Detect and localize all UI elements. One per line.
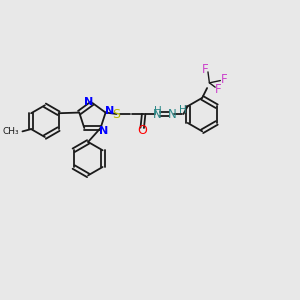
Text: N: N (105, 106, 114, 116)
Text: N: N (84, 97, 93, 106)
Text: F: F (202, 63, 209, 76)
Text: H: H (179, 105, 187, 115)
Text: CH₃: CH₃ (2, 127, 19, 136)
Text: O: O (137, 124, 147, 137)
Text: N: N (153, 108, 162, 122)
Text: N: N (99, 126, 108, 136)
Text: H: H (154, 106, 161, 116)
Text: N: N (167, 108, 176, 122)
Text: F: F (215, 83, 221, 96)
Text: F: F (220, 73, 227, 86)
Text: S: S (112, 107, 121, 121)
